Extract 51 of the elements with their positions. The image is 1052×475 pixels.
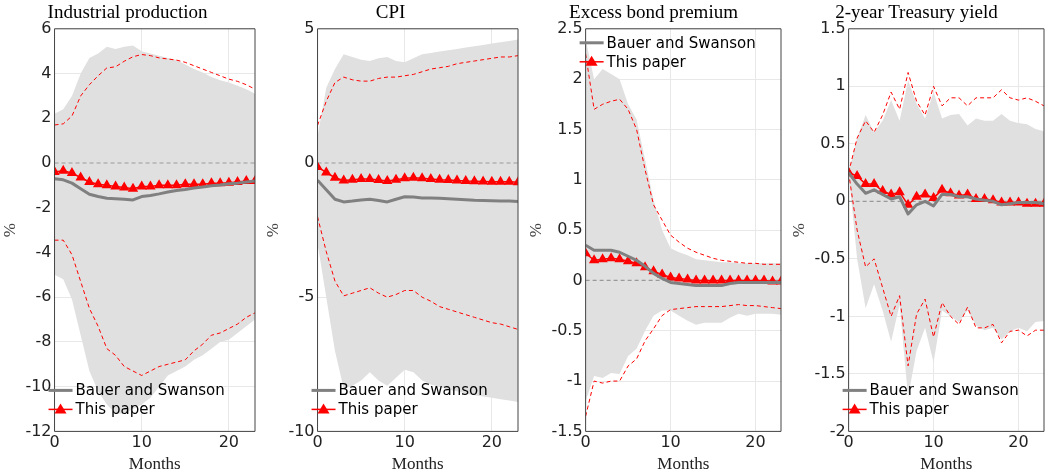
y-tick-label: -4 [35, 241, 52, 261]
x-tick-label: 10 [923, 432, 944, 452]
x-tick-label: 20 [481, 432, 503, 452]
y-tick-label: 1 [572, 168, 583, 188]
y-tick-label: 6 [41, 17, 52, 37]
y-tick-label: 2 [41, 107, 52, 127]
legend-label: Bauer and Swanson [869, 381, 1019, 400]
y-tick-label: 4 [41, 62, 52, 82]
x-tick-label: 20 [745, 432, 766, 452]
y-axis-title: % [262, 223, 282, 238]
y-tick-label: -6 [35, 286, 52, 306]
x-tick-label: 20 [1008, 432, 1029, 452]
legend-label: This paper [337, 400, 419, 419]
y-tick-label: 0 [41, 152, 52, 172]
x-axis-title: Months [128, 454, 181, 474]
legend-label: Bauer and Swanson [75, 381, 225, 400]
y-tick-label: 2 [572, 68, 583, 88]
y-axis-title: % [788, 223, 808, 238]
y-tick-label: 2.5 [557, 17, 583, 37]
y-tick-label: 0 [835, 190, 846, 210]
legend-label: Bauer and Swanson [606, 33, 756, 52]
y-tick-label: -0.5 [551, 319, 583, 339]
legend-label: This paper [605, 52, 687, 71]
y-tick-label: -5 [298, 286, 315, 306]
x-axis-title: Months [391, 454, 444, 474]
legend-label: This paper [74, 400, 156, 419]
chart-title: CPI [375, 1, 406, 23]
y-tick-label: 1.5 [557, 118, 583, 138]
y-axis-title: % [0, 223, 19, 238]
y-tick-label: 0.5 [557, 219, 583, 239]
x-axis-title: Months [657, 454, 710, 474]
y-tick-label: 0 [572, 269, 583, 289]
y-tick-label: 0 [304, 152, 315, 172]
y-tick-label: -2 [35, 196, 52, 216]
legend-label: This paper [868, 400, 950, 419]
y-tick-label: 0.5 [820, 132, 846, 152]
legend-label: Bauer and Swanson [338, 381, 488, 400]
y-tick-label: -8 [35, 331, 52, 351]
x-axis-title: Months [920, 454, 973, 474]
x-tick-label: 10 [660, 432, 681, 452]
y-tick-label: -1.5 [814, 363, 846, 383]
y-tick-label: -1 [829, 305, 846, 325]
y-axis-title: % [525, 223, 545, 238]
y-tick-label: -0.5 [814, 248, 846, 268]
y-tick-label: -1 [566, 370, 583, 390]
x-tick-label: 20 [218, 432, 240, 452]
x-tick-label: 10 [394, 432, 415, 452]
y-tick-label: 5 [304, 17, 315, 37]
y-tick-label: 1 [835, 75, 846, 95]
y-tick-label: -10 [25, 375, 52, 395]
x-tick-label: 10 [131, 432, 152, 452]
